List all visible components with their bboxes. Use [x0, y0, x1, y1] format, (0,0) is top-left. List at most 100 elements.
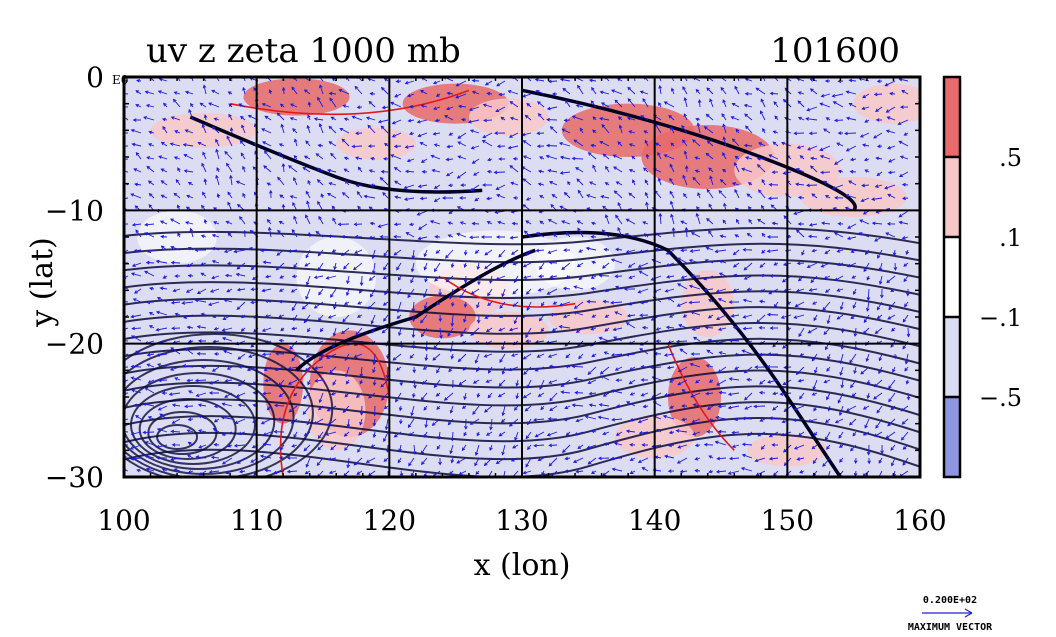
wind-vector-474: [320, 193, 324, 199]
wind-vector-1337: [681, 124, 688, 134]
wind-vector-1327: [669, 405, 675, 409]
wind-vector-440: [303, 155, 311, 160]
wind-vector-838: [471, 90, 480, 95]
wind-vector-1599: [780, 314, 792, 319]
wind-vector-348: [263, 165, 272, 173]
wind-vector-1680: [819, 154, 831, 160]
wind-vector-1108: [573, 377, 584, 381]
wind-vector-178: [186, 378, 194, 383]
wind-vector-364: [264, 378, 272, 383]
wind-vector-1330: [667, 443, 675, 448]
wind-vector-732: [420, 327, 428, 338]
wind-vector-57: [135, 414, 142, 420]
wind-vector-418: [291, 274, 298, 279]
wind-vector-1852: [888, 379, 896, 390]
wind-vector-809: [460, 117, 467, 122]
wind-vector-35: [130, 128, 142, 134]
wind-vector-1230: [625, 352, 636, 357]
y-tick-label-0: 0: [86, 61, 104, 94]
wind-vector-1812: [878, 262, 883, 272]
wind-vector-1171: [602, 392, 610, 397]
wind-vector-1198: [613, 336, 623, 342]
wind-vector-1249: [644, 191, 649, 199]
wind-vector-88: [147, 416, 155, 420]
wind-vector-634: [383, 262, 389, 271]
wind-vector-824: [463, 314, 467, 323]
wind-vector-714: [419, 90, 428, 95]
wind-vector-1782: [866, 275, 870, 281]
wind-vector-13: [124, 249, 129, 253]
wind-vector-678: [393, 431, 402, 438]
vector-legend: 0.200E+02 MAXIMUM VECTOR: [908, 595, 993, 633]
wind-vector-877: [485, 196, 493, 201]
wind-vector-868: [484, 80, 493, 86]
wind-vector-109: [159, 286, 168, 291]
wind-vector-853: [470, 288, 480, 295]
wind-vector-1210: [627, 86, 636, 95]
wind-vector-1324: [666, 365, 675, 370]
wind-vector-1820: [878, 366, 883, 375]
wind-vector-1414: [704, 325, 714, 330]
wind-vector-1614: [797, 100, 805, 108]
wind-vector-1339: [683, 150, 688, 160]
wind-vector-1831: [885, 106, 896, 113]
wind-vector-958: [512, 444, 519, 449]
wind-vector-1562: [766, 235, 779, 239]
wind-vector-1340: [684, 165, 689, 173]
wind-vector-756: [434, 234, 441, 239]
wind-vector-1840: [886, 222, 896, 226]
wind-vector-976: [522, 275, 532, 280]
wind-vector-660: [394, 195, 402, 200]
wind-vector-1661: [813, 314, 818, 322]
wind-vector-1622: [793, 210, 805, 215]
wind-vector-105: [160, 234, 168, 239]
wind-vector-617: [370, 444, 376, 448]
wind-vector-265: [223, 298, 233, 303]
wind-vector-1429: [721, 113, 727, 121]
wind-vector-366: [266, 405, 272, 411]
wind-vector-706: [411, 392, 416, 399]
wind-vector-810: [457, 132, 467, 139]
wind-vector-171: [185, 288, 194, 293]
wind-vector-1406: [706, 217, 714, 225]
wind-vector-1214: [628, 143, 636, 147]
wind-vector-1080: [563, 417, 571, 422]
wind-vector-665: [396, 262, 402, 271]
wind-vector-1455: [716, 456, 727, 461]
wind-vector-552: [342, 405, 350, 413]
wind-vector-487: [313, 366, 324, 370]
wind-vector-240: [209, 379, 220, 385]
wind-vector-983: [523, 366, 532, 375]
wind-vector-1309: [669, 163, 675, 173]
wind-vector-1483: [734, 417, 740, 422]
wind-vector-1866: [899, 155, 909, 160]
wind-vector-1313: [670, 213, 675, 225]
wind-vector-680: [397, 457, 402, 464]
wind-vector-792: [450, 301, 455, 307]
wind-vector-1251: [642, 221, 649, 225]
wind-vector-688: [406, 158, 415, 163]
wind-vector-1132: [590, 286, 597, 291]
wind-vector-1496: [747, 182, 753, 186]
wind-vector-801: [447, 418, 454, 426]
wind-vector-282: [239, 115, 246, 121]
wind-vector-362: [261, 352, 272, 357]
wind-vector-1449: [716, 379, 727, 386]
wind-vector-273: [221, 402, 233, 407]
wind-vector-1: [124, 93, 129, 95]
wind-vector-1169: [599, 366, 610, 375]
wind-vector-524: [330, 444, 337, 451]
wind-vector-1161: [601, 262, 610, 269]
wind-vector-1158: [604, 214, 610, 225]
wind-vector-1801: [875, 118, 883, 122]
wind-vector-1204: [611, 417, 623, 422]
coastline-2: [521, 230, 842, 477]
wind-vector-449: [305, 275, 311, 286]
wind-vector-883: [489, 275, 493, 284]
wind-vector-436: [307, 101, 312, 108]
wind-vector-1334: [682, 86, 688, 95]
wind-vector-1521: [760, 98, 766, 108]
height-contour-5: [124, 306, 920, 335]
wind-vector-1516: [741, 442, 753, 447]
wind-vector-400: [279, 444, 285, 451]
